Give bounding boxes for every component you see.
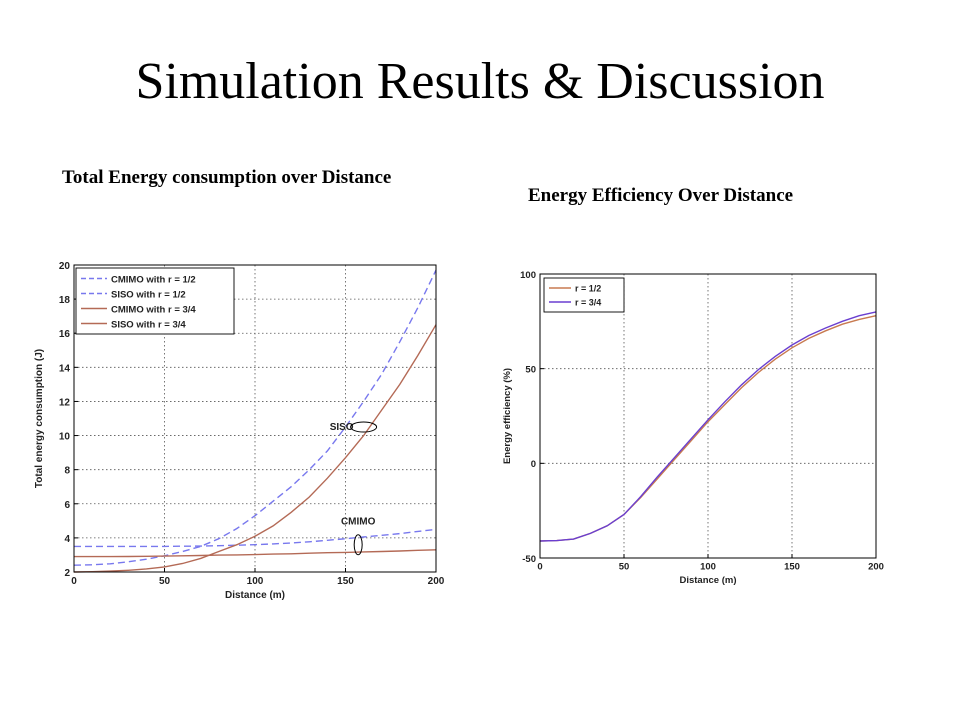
- series-line-1: [539, 311, 877, 542]
- y-tick-label: 6: [64, 500, 70, 511]
- series-line-3: [73, 324, 437, 573]
- y-tick-label: 2: [64, 568, 70, 579]
- y-tick-label: 4: [64, 534, 70, 545]
- series-line-0: [74, 528, 437, 548]
- legend-label-0: r = 1/2: [575, 284, 601, 294]
- y-axis-label: Total energy consumption (J): [34, 349, 45, 488]
- y-tick-label: 20: [59, 261, 71, 272]
- series-line-1: [73, 269, 437, 566]
- annotation-cmimo: CMIMO: [341, 517, 376, 528]
- y-tick-label: 100: [520, 270, 536, 281]
- legend: r = 1/2 r = 3/4: [543, 277, 625, 313]
- y-tick-label: 14: [59, 363, 71, 374]
- x-axis-label: Distance (m): [225, 590, 285, 601]
- legend-label-0: CMIMO with r = 1/2: [111, 274, 196, 285]
- y-axis-label: Energy efficiency (%): [502, 368, 513, 464]
- legend-box: [543, 277, 625, 313]
- total-energy-chart: 0 50 100 150 200 2 4 6 8 10 12 14 16 18 20 Distance (m)…: [34, 261, 445, 601]
- x-tick-label: 100: [247, 576, 264, 587]
- x-tick-label: 200: [428, 576, 445, 587]
- x-tick-label: 50: [159, 576, 171, 587]
- series-line-2: [74, 549, 437, 558]
- left-chart-caption: Total Energy consumption over Distance: [62, 167, 392, 188]
- legend-label-2: CMIMO with r = 3/4: [111, 304, 196, 315]
- annotation-cmimo-ellipse: [353, 534, 363, 556]
- x-tick-label: 50: [619, 562, 630, 573]
- legend-label-1: r = 3/4: [575, 298, 601, 308]
- y-tick-label: 12: [59, 397, 71, 408]
- x-tick-label: 150: [784, 562, 800, 573]
- x-tick-label: 0: [71, 576, 77, 587]
- y-tick-label: 10: [59, 432, 71, 443]
- y-tick-label: 18: [59, 295, 71, 306]
- right-chart-caption: Energy Efficiency Over Distance: [528, 185, 794, 206]
- annotation-siso-ellipse: [350, 421, 378, 433]
- x-tick-label: 100: [700, 562, 716, 573]
- annotation-siso: SISO: [330, 422, 354, 433]
- y-tick-label: 50: [525, 364, 536, 375]
- y-tick-label: 8: [64, 466, 70, 477]
- legend-label-1: SISO with r = 1/2: [111, 289, 186, 300]
- y-tick-label: 0: [531, 459, 536, 470]
- legend: CMIMO with r = 1/2 SISO with r = 1/2 CMIMO…: [75, 267, 235, 335]
- x-axis-label: Distance (m): [679, 575, 736, 586]
- legend-label-3: SISO with r = 3/4: [111, 319, 186, 330]
- slide-title: Simulation Results & Discussion: [135, 53, 825, 110]
- x-tick-label: 200: [868, 562, 884, 573]
- x-tick-label: 150: [337, 576, 354, 587]
- y-tick-label: -50: [522, 554, 536, 565]
- x-tick-label: 0: [537, 562, 542, 573]
- y-tick-label: 16: [59, 329, 71, 340]
